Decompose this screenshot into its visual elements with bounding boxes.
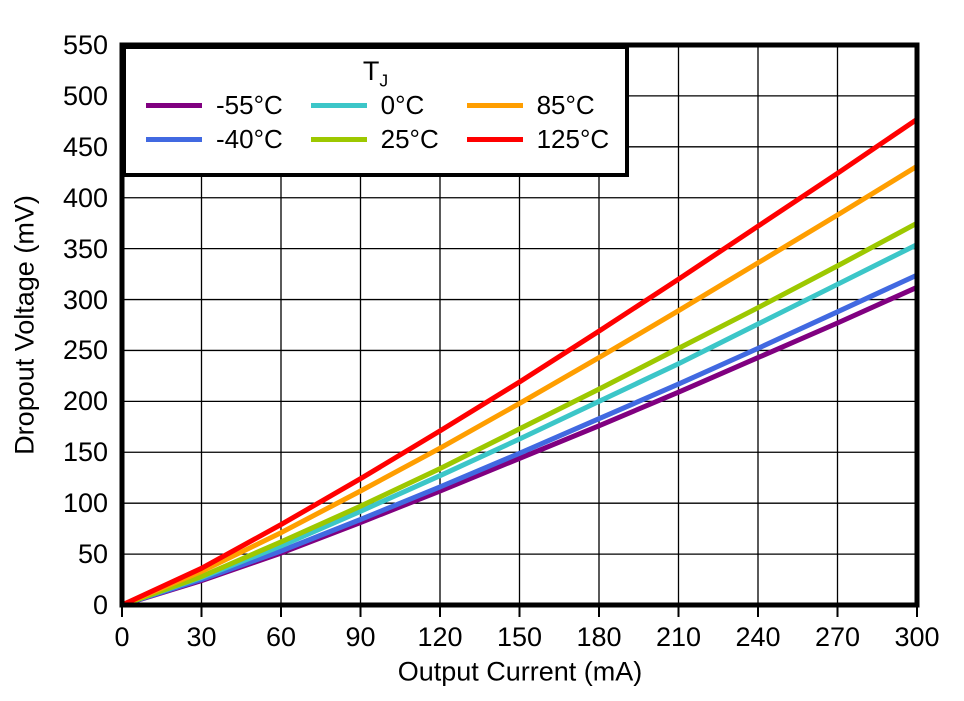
legend-swatch-line: [146, 136, 202, 142]
x-tick-label: 240: [735, 622, 781, 652]
legend-entry: -55°C: [146, 88, 293, 122]
legend-entry: 0°C: [310, 88, 449, 122]
series-line-125C: [120, 117, 919, 608]
y-tick-label: 450: [62, 131, 108, 162]
y-tick-label: 300: [62, 284, 108, 315]
y-tick-label: 550: [62, 30, 108, 60]
x-tick-label: 30: [186, 622, 217, 652]
y-tick-label: 150: [62, 437, 108, 468]
legend-title-main: T: [362, 56, 380, 86]
legend-entries: -55°C -40°C 0°C 25°C 85°C 125°C: [126, 88, 625, 156]
legend-entry: 85°C: [466, 88, 619, 122]
legend-swatch-line: [146, 102, 202, 108]
x-tick-label: 0: [114, 622, 130, 652]
x-tick-label: 150: [496, 622, 543, 652]
x-tick-label: 90: [345, 622, 376, 652]
y-tick-label: 100: [62, 488, 108, 519]
legend-entry-label: 0°C: [380, 89, 425, 120]
y-tick-label: 50: [77, 539, 108, 570]
y-tick-label: 200: [62, 386, 108, 417]
x-tick-label: 120: [417, 622, 463, 652]
x-axis-title: Output Current (mA): [397, 656, 643, 687]
legend-entry: 25°C: [310, 122, 449, 156]
x-tick-label: 60: [265, 622, 297, 652]
y-tick-label: 0: [92, 590, 108, 620]
x-tick-label: 180: [576, 622, 622, 652]
legend-title: TJ: [126, 54, 625, 91]
legend-entry-label: -55°C: [216, 89, 283, 120]
legend-entry: 125°C: [466, 122, 619, 156]
legend-entry-label: 85°C: [536, 89, 595, 120]
x-tick-label: 300: [894, 622, 940, 652]
legend-swatch-line: [466, 102, 523, 108]
y-tick-label: 350: [62, 233, 108, 264]
legend-box: TJ -55°C -40°C 0°C 25°C 85°C: [122, 45, 629, 177]
legend-entry-label: 25°C: [380, 123, 439, 154]
legend-entry-label: 125°C: [536, 123, 610, 154]
series-line-85C: [121, 164, 919, 608]
x-tick-label: 210: [655, 622, 702, 652]
y-axis-title: Dropout Voltage (mV): [9, 195, 40, 455]
y-tick-label: 500: [62, 80, 108, 111]
legend-swatch-line: [466, 136, 523, 142]
y-tick-label: 250: [62, 335, 108, 366]
series-line--40C: [121, 272, 919, 608]
legend-entry-label: -40°C: [216, 123, 283, 154]
series-line-25C: [121, 220, 919, 608]
legend-title-sub: J: [379, 70, 389, 91]
legend-swatch-line: [310, 136, 367, 142]
x-tick-label: 270: [814, 622, 861, 652]
legend-entry: -40°C: [146, 122, 293, 156]
legend-swatch-line: [310, 102, 367, 108]
series-line-0C: [121, 242, 919, 608]
y-tick-label: 400: [62, 182, 108, 213]
